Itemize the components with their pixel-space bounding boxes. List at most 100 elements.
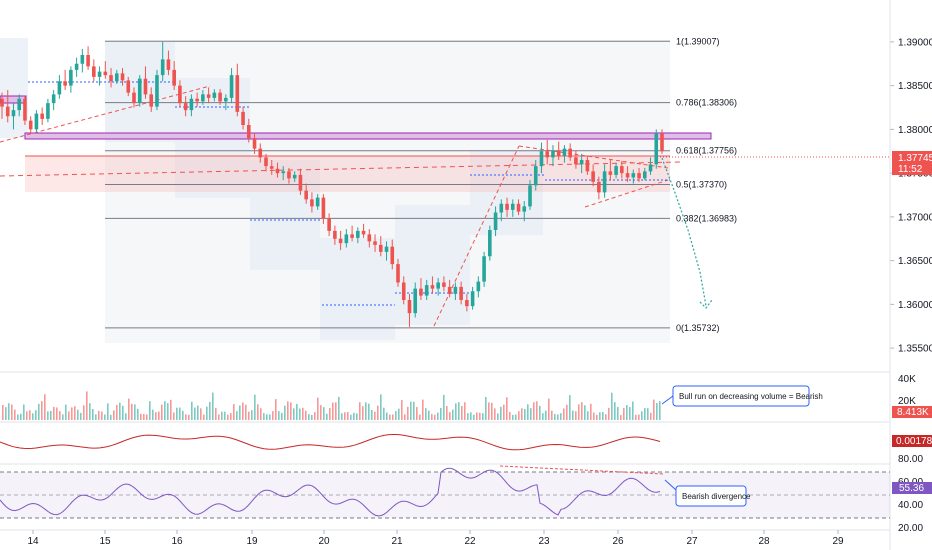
- candle: [63, 69, 67, 90]
- candle-body: [304, 190, 308, 200]
- time-axis[interactable]: 14 15 16 19 20 21 22 23 26 27 28 29: [27, 530, 844, 547]
- time-tick-label: 21: [391, 536, 403, 547]
- candle-body: [510, 203, 515, 210]
- candle: [488, 225, 492, 261]
- candle: [149, 87, 154, 112]
- volume-bar: [182, 410, 184, 420]
- candle-body: [476, 281, 481, 292]
- volume-bar: [47, 411, 49, 420]
- candle: [591, 164, 595, 187]
- candle: [321, 194, 326, 224]
- candle-body: [654, 133, 659, 165]
- candle-body: [224, 97, 228, 102]
- candle: [597, 176, 601, 200]
- volume-bar: [146, 414, 148, 420]
- candle-body: [579, 160, 584, 165]
- candle-body: [103, 71, 108, 76]
- candle-body: [493, 212, 498, 230]
- volume-bar: [296, 403, 298, 420]
- volume-bar: [149, 401, 151, 420]
- volume-bar: [44, 394, 46, 420]
- candle: [120, 68, 125, 86]
- volume-bar: [602, 411, 604, 420]
- volume-annotation[interactable]: Bull run on decreasing volume = Bearish: [661, 385, 823, 407]
- volume-bar: [302, 407, 304, 420]
- volume-bar: [533, 402, 535, 420]
- candle-body: [264, 157, 268, 167]
- candle-body: [465, 300, 469, 307]
- volume-bar: [413, 401, 415, 420]
- volume-bar: [449, 412, 451, 420]
- volume-bar: [107, 403, 109, 420]
- volume-bar: [641, 411, 643, 420]
- candle-body: [86, 55, 90, 67]
- countdown-label: 11:52: [898, 164, 923, 175]
- volume-bar: [647, 408, 649, 420]
- candle: [206, 87, 211, 104]
- volume-bar: [212, 392, 214, 420]
- candle-body: [120, 73, 125, 81]
- candle-body: [28, 120, 33, 130]
- time-tick-label: 23: [538, 536, 550, 547]
- volume-bar: [23, 404, 25, 420]
- fib-label: 0.5(1.37370): [676, 180, 727, 190]
- session-box: [0, 38, 28, 138]
- candle: [539, 142, 544, 174]
- candle: [258, 143, 263, 163]
- candle-body: [545, 151, 550, 158]
- volume-bar: [422, 399, 424, 420]
- candle-body: [201, 94, 205, 102]
- candle-body: [499, 203, 504, 213]
- volume-bar: [455, 403, 457, 420]
- candle-body: [505, 203, 509, 210]
- fib-layer: 1(1.39007) 0.786(1.38306) 0.618(1.37756) 0.…: [105, 36, 737, 333]
- candle-body: [132, 92, 136, 104]
- volume-bar: [242, 402, 244, 420]
- volume-bar: [95, 414, 97, 420]
- volume-bar: [188, 414, 190, 420]
- volume-bar: [479, 412, 481, 420]
- candle-body: [361, 230, 366, 235]
- drawings-layer: [0, 81, 890, 327]
- candle: [28, 116, 33, 134]
- volume-bar: [56, 407, 58, 420]
- candle: [505, 197, 509, 217]
- candle-body: [660, 133, 664, 152]
- time-tick-label: 20: [318, 536, 330, 547]
- volume-bar: [428, 410, 430, 420]
- candle: [304, 183, 308, 204]
- candle: [373, 234, 377, 252]
- candle: [46, 98, 50, 123]
- price-tick-label: 1.37000: [898, 212, 932, 223]
- candle-body: [333, 230, 337, 239]
- candle: [470, 286, 475, 310]
- volume-bar: [137, 408, 139, 420]
- candle-body: [11, 110, 16, 117]
- volume-bar: [41, 401, 43, 420]
- candle: [430, 276, 435, 294]
- volume-bar: [389, 414, 391, 420]
- volume-bar: [362, 406, 364, 420]
- rsi-annotation[interactable]: Bearish divergence: [664, 479, 751, 507]
- rsi-annotation-box[interactable]: [675, 485, 747, 507]
- candle-body: [69, 69, 73, 86]
- candle-body: [384, 246, 389, 252]
- badge-layer: 1.37745 11:52: [892, 151, 932, 175]
- volume-bar: [185, 414, 187, 420]
- volume-bar: [272, 411, 274, 420]
- candle: [499, 199, 504, 222]
- candle: [23, 96, 27, 125]
- volume-bar: [437, 412, 439, 420]
- volume-bar: [491, 402, 493, 420]
- volume-bar: [200, 408, 202, 420]
- time-tick-label: 29: [832, 536, 844, 547]
- volume-bar: [101, 411, 103, 420]
- volume-bar: [509, 412, 511, 420]
- volume-bar: [548, 398, 550, 420]
- candle-body: [453, 286, 458, 294]
- volume-bar: [605, 414, 607, 420]
- price-tick-label: 1.39000: [898, 37, 932, 48]
- volume-bar: [110, 414, 112, 420]
